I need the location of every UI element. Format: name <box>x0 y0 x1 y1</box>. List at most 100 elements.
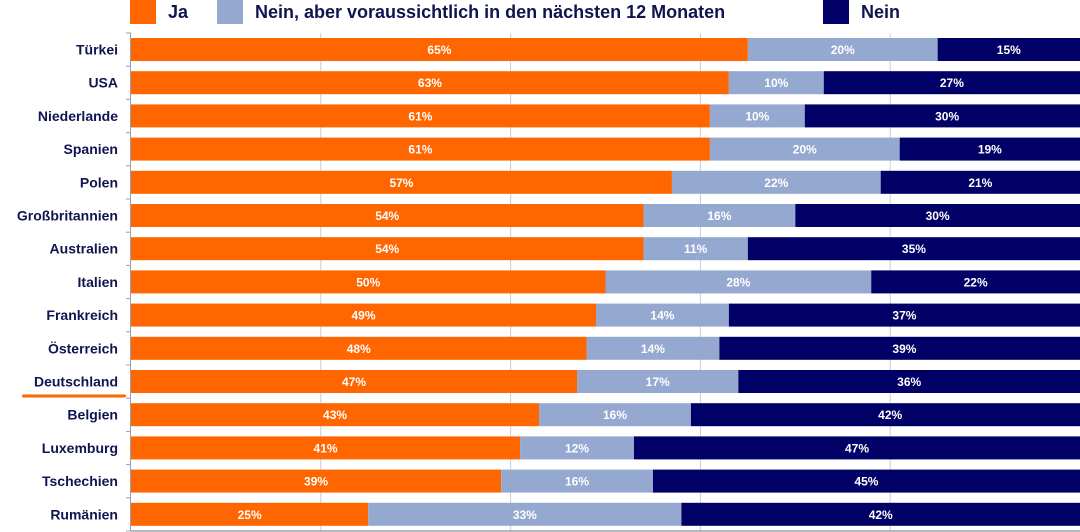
bar-segment <box>131 436 521 460</box>
bar-segment <box>937 38 1080 61</box>
bar-segment <box>539 403 691 427</box>
category-label: USA <box>88 75 118 91</box>
bar-segment <box>131 104 710 128</box>
data-label: 50% <box>356 275 380 289</box>
bar-segment <box>368 502 682 526</box>
category-label: Tschechien <box>42 473 118 489</box>
data-label: 42% <box>878 408 902 422</box>
legend-label-nein: Nein <box>861 1 901 22</box>
data-label: 42% <box>869 508 893 522</box>
data-label: 54% <box>375 209 399 223</box>
legend-label-ja: Ja <box>168 1 189 22</box>
data-label: 22% <box>764 176 788 190</box>
category-label: Polen <box>80 174 118 190</box>
bar-segment <box>690 403 1080 427</box>
category-label: Niederlande <box>38 108 118 124</box>
category-label: Großbritannien <box>17 208 118 224</box>
bar-segment <box>131 403 540 427</box>
data-label: 20% <box>831 43 855 57</box>
category-label: Frankreich <box>46 307 118 323</box>
bar-segment <box>605 270 872 294</box>
bar-segment <box>747 38 938 61</box>
bar-segment <box>804 104 1080 128</box>
bar-segment <box>871 270 1080 294</box>
legend-swatch-nein <box>823 0 849 24</box>
data-label: 10% <box>764 76 788 90</box>
data-label: 30% <box>926 209 950 223</box>
data-label: 33% <box>513 508 537 522</box>
bar-segment <box>795 204 1080 227</box>
data-label: 61% <box>408 109 432 123</box>
data-label: 11% <box>684 242 708 256</box>
data-label: 47% <box>342 375 366 389</box>
legend-item-nein: Nein <box>823 0 900 24</box>
data-label: 16% <box>603 408 627 422</box>
bar-segment <box>131 170 672 194</box>
category-label: Rumänien <box>50 506 118 522</box>
bar-segment <box>131 502 369 526</box>
data-label: 14% <box>641 342 665 356</box>
bar-segment <box>131 237 644 261</box>
bar-segment <box>652 469 1080 493</box>
bar-segment <box>131 303 597 327</box>
data-label: 19% <box>978 143 1002 157</box>
data-label: 49% <box>351 309 375 323</box>
data-label: 65% <box>427 43 451 57</box>
bar-segment <box>643 204 796 227</box>
data-label: 14% <box>650 309 674 323</box>
bar-segment <box>681 502 1080 526</box>
data-label: 41% <box>314 441 338 455</box>
data-label: 17% <box>646 375 670 389</box>
category-label: Türkei <box>76 42 118 58</box>
legend-item-ja: Ja <box>130 0 188 24</box>
bar-segment <box>131 370 578 393</box>
bar-segment <box>880 170 1080 194</box>
data-label: 28% <box>726 275 750 289</box>
data-label: 57% <box>389 176 413 190</box>
data-label: 39% <box>892 342 916 356</box>
bar-segment <box>899 137 1080 161</box>
category-label: Australien <box>50 241 118 257</box>
bar-segment <box>633 436 1080 460</box>
data-label: 61% <box>408 143 432 157</box>
legend-swatch-nein-aber <box>217 0 243 24</box>
bar-segment <box>728 303 1080 327</box>
bar-segment <box>131 137 710 161</box>
bar-segment <box>709 104 805 128</box>
data-label: 20% <box>793 143 817 157</box>
category-label: Deutschland <box>34 374 118 390</box>
data-label: 54% <box>375 242 399 256</box>
legend-swatch-ja <box>130 0 156 24</box>
data-label: 45% <box>854 475 878 489</box>
bar-segment <box>747 237 1080 261</box>
bar-segment <box>131 469 502 493</box>
data-label: 12% <box>565 441 589 455</box>
bar-segment <box>131 38 748 61</box>
bar-segment <box>719 336 1080 360</box>
data-label: 37% <box>892 309 916 323</box>
data-label: 43% <box>323 408 347 422</box>
data-label: 36% <box>897 375 921 389</box>
bar-segment <box>131 270 606 294</box>
data-label: 27% <box>940 76 964 90</box>
bar-segment <box>596 303 729 327</box>
bar-segment <box>131 204 644 227</box>
data-label: 15% <box>997 43 1021 57</box>
data-label: 30% <box>935 109 959 123</box>
category-label: Spanien <box>64 141 118 157</box>
bar-segment <box>131 336 587 360</box>
category-label: Italien <box>78 274 118 290</box>
data-label: 21% <box>968 176 992 190</box>
bar-segment <box>501 469 653 493</box>
highlight-underline <box>22 394 126 398</box>
category-label: Belgien <box>67 407 118 423</box>
data-label: 22% <box>964 275 988 289</box>
bar-segment <box>671 170 881 194</box>
data-label: 16% <box>707 209 731 223</box>
data-label: 25% <box>238 508 262 522</box>
chart-legend: Ja Nein, aber voraussichtlich in den näc… <box>0 0 1080 28</box>
data-label: 48% <box>347 342 371 356</box>
data-label: 16% <box>565 475 589 489</box>
data-label: 35% <box>902 242 926 256</box>
